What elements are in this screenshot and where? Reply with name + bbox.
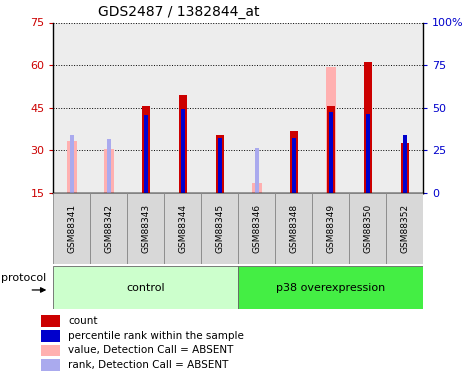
Bar: [239, 22, 275, 193]
Bar: [41, 315, 60, 327]
Bar: [201, 193, 238, 264]
Bar: [41, 345, 60, 356]
Text: GSM88345: GSM88345: [215, 204, 224, 254]
Bar: [275, 193, 312, 264]
Text: GSM88341: GSM88341: [67, 204, 76, 254]
Bar: [201, 22, 238, 193]
Text: protocol: protocol: [1, 273, 46, 284]
Text: GSM88352: GSM88352: [400, 204, 409, 254]
Text: p38 overexpression: p38 overexpression: [276, 283, 385, 293]
Bar: [165, 22, 201, 193]
Bar: [127, 193, 165, 264]
Bar: [41, 359, 60, 370]
Bar: [386, 22, 423, 193]
Bar: [90, 193, 127, 264]
Bar: [312, 193, 349, 264]
Bar: [107, 139, 111, 193]
Bar: [290, 130, 298, 193]
Bar: [326, 67, 336, 193]
Bar: [275, 22, 312, 193]
Text: GDS2487 / 1382844_at: GDS2487 / 1382844_at: [98, 5, 259, 19]
Bar: [329, 112, 332, 193]
Text: GSM88350: GSM88350: [363, 204, 372, 254]
Text: GSM88346: GSM88346: [252, 204, 261, 254]
Bar: [239, 193, 275, 264]
Text: GSM88348: GSM88348: [289, 204, 298, 254]
Bar: [403, 135, 406, 193]
Bar: [292, 138, 296, 193]
Bar: [144, 115, 148, 193]
Bar: [327, 106, 335, 193]
Bar: [53, 22, 90, 193]
Bar: [70, 135, 74, 193]
Bar: [67, 141, 77, 193]
Bar: [104, 149, 114, 193]
Bar: [90, 22, 127, 193]
Bar: [349, 193, 386, 264]
Bar: [401, 143, 409, 193]
Text: GSM88349: GSM88349: [326, 204, 335, 254]
Text: GSM88344: GSM88344: [179, 204, 187, 253]
Bar: [218, 138, 222, 193]
Bar: [216, 135, 224, 193]
Bar: [41, 330, 60, 342]
Text: percentile rank within the sample: percentile rank within the sample: [68, 331, 244, 341]
Bar: [127, 22, 165, 193]
Bar: [312, 22, 349, 193]
Bar: [349, 22, 386, 193]
Bar: [366, 114, 370, 193]
Text: rank, Detection Call = ABSENT: rank, Detection Call = ABSENT: [68, 360, 228, 370]
Text: value, Detection Call = ABSENT: value, Detection Call = ABSENT: [68, 345, 233, 355]
Bar: [252, 183, 262, 193]
Text: control: control: [126, 283, 165, 293]
Bar: [142, 106, 150, 193]
Bar: [179, 95, 187, 193]
Bar: [386, 193, 423, 264]
Bar: [53, 193, 90, 264]
Bar: [239, 266, 423, 309]
Bar: [255, 148, 259, 193]
Bar: [165, 193, 201, 264]
Bar: [53, 266, 239, 309]
Bar: [364, 62, 372, 193]
Text: count: count: [68, 316, 97, 326]
Text: GSM88343: GSM88343: [141, 204, 150, 254]
Bar: [181, 109, 185, 193]
Text: GSM88342: GSM88342: [105, 204, 113, 253]
